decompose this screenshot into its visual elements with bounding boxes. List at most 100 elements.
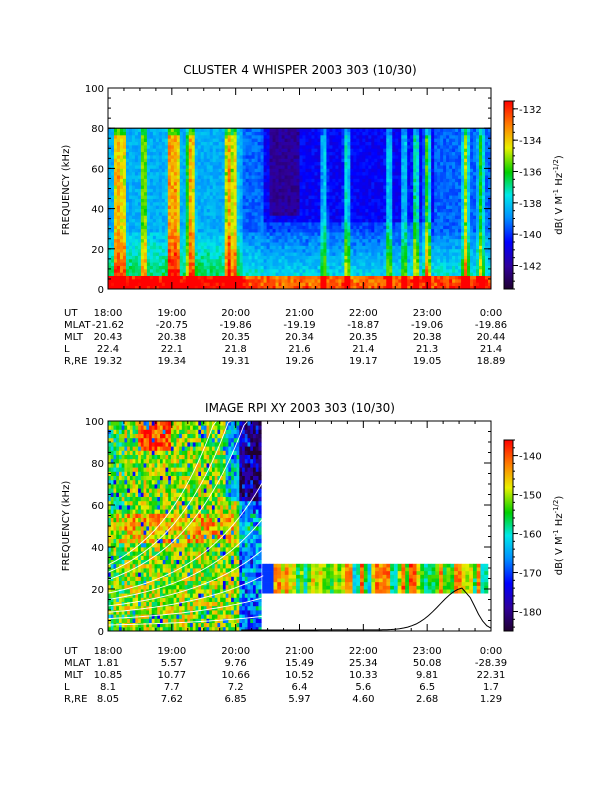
- spectrogram-cell: [266, 215, 270, 220]
- spectrogram-cell: [206, 171, 211, 176]
- spectrogram-cell: [362, 252, 366, 256]
- spectrogram-cell: [296, 265, 300, 270]
- spectrogram-cell: [308, 211, 312, 216]
- spectrogram-cell: [146, 158, 151, 163]
- spectrogram-cell: [380, 235, 384, 240]
- spectrogram-cell: [344, 235, 348, 240]
- spectrogram-cell: [215, 171, 220, 176]
- spectrogram-cell: [167, 191, 172, 196]
- spectrogram-cell: [353, 138, 357, 142]
- spectrogram-cell: [338, 158, 342, 163]
- spectrogram-cell: [392, 245, 396, 250]
- spectrogram-cell: [389, 128, 393, 132]
- spectrogram-cell: [389, 191, 393, 196]
- spectrogram-cell: [176, 268, 181, 273]
- spectrogram-cell: [314, 168, 318, 173]
- spectrogram-cell: [386, 242, 390, 246]
- spectrogram-cell: [248, 195, 253, 199]
- spectrogram-cell: [341, 195, 345, 199]
- spectrogram-cell: [326, 242, 330, 246]
- spectrogram-cell: [368, 168, 372, 173]
- spectrogram-cell: [410, 218, 414, 223]
- spectrogram-cell: [311, 238, 315, 243]
- spectrogram-cell: [206, 285, 211, 289]
- spectrogram-cell: [296, 148, 300, 153]
- spectrogram-cell: [152, 235, 157, 240]
- spectrogram-cell: [158, 144, 163, 149]
- spectrogram-cell: [203, 245, 208, 250]
- spectrogram-cell: [140, 165, 145, 169]
- spectrogram-cell: [209, 272, 214, 276]
- spectrogram-cell: [260, 238, 264, 243]
- spectrogram-cell: [287, 232, 291, 236]
- spectrogram-cell: [113, 201, 118, 206]
- spectrogram-cell: [113, 258, 118, 263]
- spectrogram-cell: [176, 262, 181, 266]
- spectrogram-cell: [389, 228, 393, 233]
- spectrogram-cell: [119, 211, 124, 216]
- spectrogram-cell: [200, 265, 205, 270]
- spectrogram-cell: [242, 258, 247, 263]
- spectrogram-cell: [362, 268, 366, 273]
- spectrogram-cell: [395, 218, 399, 223]
- spectrogram-cell: [110, 195, 115, 199]
- spectrogram-cell: [245, 232, 250, 236]
- spectrogram-cell: [284, 252, 288, 256]
- spectrogram-cell: [155, 155, 160, 159]
- spectrogram-cell: [137, 272, 142, 276]
- spectrogram-cell: [218, 178, 223, 183]
- spectrogram-cell: [335, 138, 339, 142]
- spectrogram-cell: [194, 225, 199, 230]
- spectrogram-cell: [254, 138, 259, 142]
- spectrogram-cell: [137, 225, 142, 230]
- spectrogram-cell: [329, 262, 333, 266]
- spectrogram-cell: [224, 272, 229, 276]
- spectrogram-cell: [161, 141, 166, 146]
- spectrogram-cell: [332, 171, 336, 176]
- spectrogram-cell: [314, 134, 318, 139]
- spectrogram-cell: [329, 242, 333, 246]
- spectrogram-cell: [113, 168, 118, 173]
- spectrogram-cell: [338, 201, 342, 206]
- spectrogram-cell: [377, 238, 381, 243]
- spectrogram-cell: [314, 198, 318, 203]
- spectrogram-cell: [314, 252, 318, 256]
- spectrogram-cell: [389, 272, 393, 276]
- spectrogram-cell: [413, 138, 417, 142]
- spectrogram-cell: [323, 268, 327, 273]
- spectrogram-cell: [302, 144, 306, 149]
- spectrogram-cell: [293, 215, 297, 220]
- spectrogram-cell: [326, 148, 330, 153]
- spectrogram-cell: [266, 144, 270, 149]
- spectrogram-cell: [108, 195, 112, 199]
- spectrogram-cell: [404, 248, 408, 253]
- spectrogram-cell: [164, 242, 169, 246]
- spectrogram-cell: [119, 148, 124, 153]
- spectrogram-cell: [362, 215, 366, 220]
- spectrogram-cell: [383, 211, 387, 216]
- spectrogram-cell: [380, 282, 384, 287]
- spectrogram-cell: [108, 258, 112, 263]
- spectrogram-cell: [260, 232, 264, 236]
- spectrogram-cell: [389, 175, 393, 179]
- spectrogram-cell: [329, 134, 333, 139]
- spectrogram-cell: [380, 278, 384, 283]
- spectrogram-cell: [341, 181, 345, 186]
- spectrogram-cell: [323, 262, 327, 266]
- spectrogram-cell: [266, 238, 270, 243]
- spectrogram-cell: [386, 195, 390, 199]
- spectrogram-cell: [314, 232, 318, 236]
- spectrogram-cell: [368, 141, 372, 146]
- spectrogram-cell: [152, 248, 157, 253]
- spectrogram-cell: [269, 262, 273, 266]
- spectrogram-cell: [227, 225, 232, 230]
- spectrogram-cell: [347, 171, 351, 176]
- spectrogram-cell: [185, 144, 190, 149]
- spectrogram-cell: [326, 218, 330, 223]
- spectrogram-cell: [188, 205, 193, 209]
- spectrogram-cell: [326, 191, 330, 196]
- spectrogram-cell: [164, 168, 169, 173]
- spectrogram-cell: [230, 165, 235, 169]
- spectrogram-cell: [296, 255, 300, 260]
- spectrogram-cell: [260, 205, 264, 209]
